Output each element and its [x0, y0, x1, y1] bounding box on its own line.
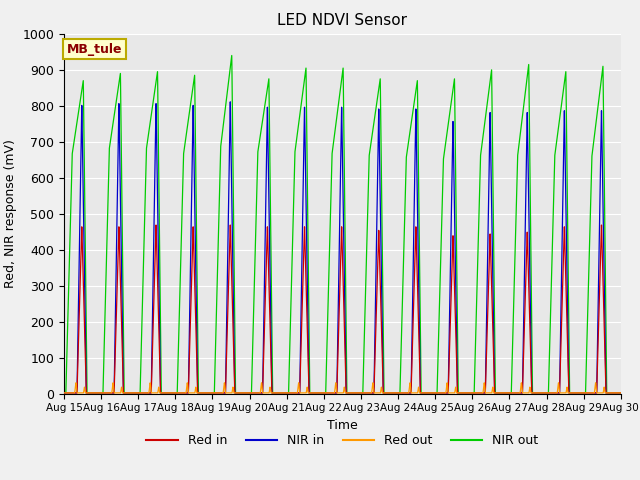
Legend: Red in, NIR in, Red out, NIR out: Red in, NIR in, Red out, NIR out — [141, 429, 543, 452]
Y-axis label: Red, NIR response (mV): Red, NIR response (mV) — [4, 139, 17, 288]
X-axis label: Time: Time — [327, 419, 358, 432]
Text: MB_tule: MB_tule — [67, 43, 122, 56]
Title: LED NDVI Sensor: LED NDVI Sensor — [277, 13, 408, 28]
